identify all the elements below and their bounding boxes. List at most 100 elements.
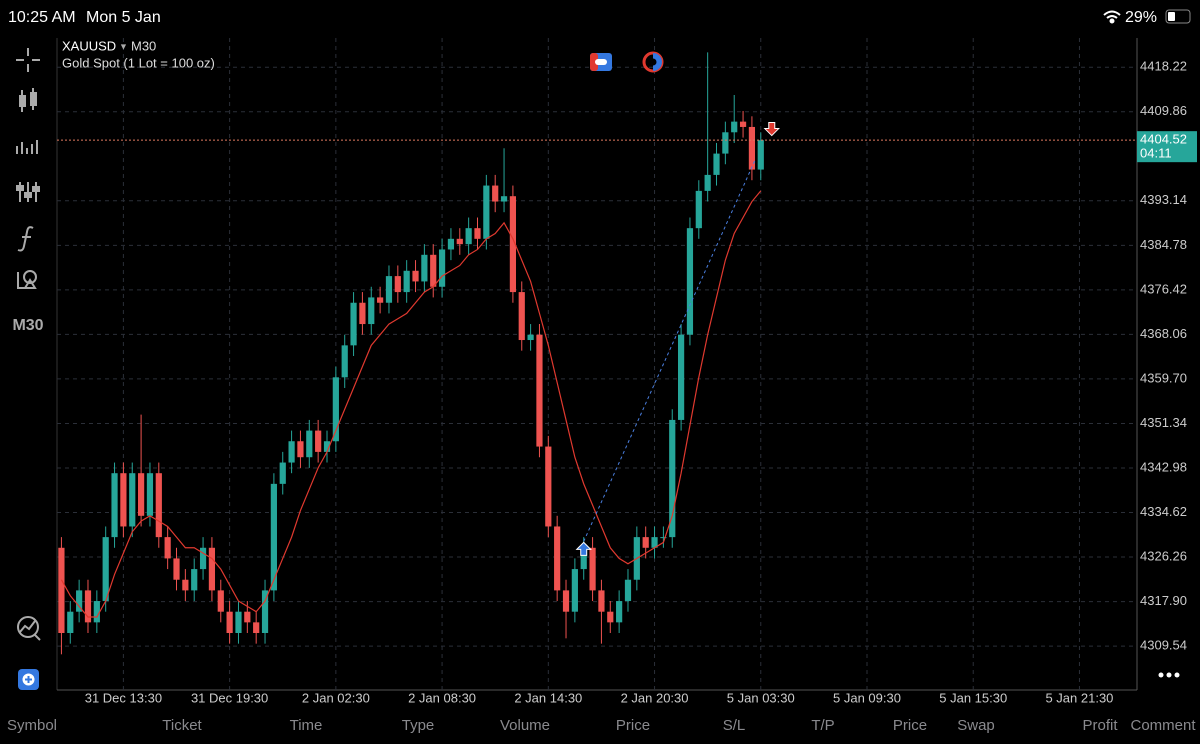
candle-body xyxy=(554,526,561,591)
candle-body xyxy=(713,153,720,175)
candle-body xyxy=(244,611,251,623)
candle-body xyxy=(182,579,189,591)
candle-body xyxy=(199,547,207,570)
candle-body xyxy=(686,228,694,335)
candle-body xyxy=(509,196,516,293)
indicators-tool[interactable] xyxy=(16,140,38,154)
x-tick-label: 5 Jan 21:30 xyxy=(1045,690,1113,705)
column-header: Time xyxy=(290,717,323,734)
column-header: S/L xyxy=(723,717,746,734)
candle-body xyxy=(84,590,92,623)
candle-body xyxy=(208,547,216,591)
column-header: Comment xyxy=(1130,717,1196,734)
candle-body xyxy=(217,590,224,612)
dropdown-arrow[interactable]: ▼ xyxy=(119,41,128,51)
candle-body xyxy=(270,483,277,591)
candle-body xyxy=(536,334,543,447)
candle-body xyxy=(146,473,154,516)
candle-body xyxy=(102,537,109,602)
bar-countdown: 04:11 xyxy=(1140,146,1172,161)
candle-body xyxy=(678,334,685,420)
candle-body xyxy=(76,590,83,612)
candle-body xyxy=(421,254,428,282)
candle-body xyxy=(438,249,446,287)
timeframe-button[interactable]: M30 xyxy=(12,317,43,334)
candle-body xyxy=(739,121,747,127)
current-price: 4404.52 xyxy=(1140,132,1187,147)
function-tool[interactable] xyxy=(17,226,34,252)
candle-body xyxy=(120,473,127,527)
candle-body xyxy=(483,185,490,239)
new-order-button[interactable] xyxy=(18,669,39,690)
x-tick-label: 2 Jan 20:30 xyxy=(621,690,689,705)
candle-body xyxy=(315,430,322,452)
x-tick-label: 5 Jan 03:30 xyxy=(727,690,795,705)
candle-body xyxy=(155,473,162,538)
candle-body xyxy=(111,473,118,538)
y-tick-label: 4317.90 xyxy=(1140,593,1187,608)
candle-body xyxy=(430,254,437,287)
candle-body xyxy=(731,121,738,133)
candle-body xyxy=(465,228,472,245)
table-header: Symbol Ticket Time Type Volume Price S/L T/P Pri… xyxy=(7,717,1196,734)
candle-body xyxy=(58,547,65,634)
candle-body xyxy=(235,611,242,634)
candle-body xyxy=(297,441,304,458)
candle-body xyxy=(173,558,180,580)
candle-body xyxy=(598,590,605,612)
candle-body xyxy=(306,430,313,458)
y-tick-label: 4342.98 xyxy=(1140,459,1187,474)
x-tick-label: 31 Dec 19:30 xyxy=(191,690,268,705)
candle-body xyxy=(571,569,578,612)
status-time: 10:25 AM xyxy=(8,9,76,26)
candle-body xyxy=(456,238,463,245)
candle-body xyxy=(589,547,596,591)
column-header: Symbol xyxy=(7,717,57,734)
x-tick-label: 31 Dec 13:30 xyxy=(85,690,162,705)
settings-tool[interactable] xyxy=(16,182,40,202)
trade-history-toggle[interactable] xyxy=(642,51,664,73)
column-header: Price xyxy=(893,717,927,734)
candle-body xyxy=(341,345,348,378)
more-button[interactable] xyxy=(1158,672,1180,678)
x-tick-label: 2 Jan 08:30 xyxy=(408,690,476,705)
y-tick-label: 4334.62 xyxy=(1140,504,1187,519)
x-tick-label: 5 Jan 09:30 xyxy=(833,690,901,705)
x-tick-label: 2 Jan 14:30 xyxy=(514,690,582,705)
y-tick-label: 4393.14 xyxy=(1140,192,1187,207)
status-date: Mon 5 Jan xyxy=(86,9,161,26)
y-tick-label: 4418.22 xyxy=(1140,59,1187,74)
y-tick-label: 4368.06 xyxy=(1140,326,1187,341)
battery-icon xyxy=(1165,9,1191,24)
subtitle: Gold Spot (1 Lot = 100 oz) xyxy=(62,55,215,70)
search-tool[interactable] xyxy=(17,616,41,641)
sidebar xyxy=(16,48,40,289)
candle-body xyxy=(500,196,508,202)
crosshair-tool[interactable] xyxy=(16,48,40,72)
candle-body xyxy=(368,297,375,325)
column-header: Price xyxy=(616,717,650,734)
y-tick-label: 4351.34 xyxy=(1140,415,1187,430)
objects-tool[interactable] xyxy=(17,270,37,289)
one-click-trading[interactable] xyxy=(590,53,612,71)
candle-body xyxy=(607,611,614,623)
candle-body xyxy=(394,276,401,293)
candle-body xyxy=(138,473,145,516)
candle-body xyxy=(67,611,74,634)
moving-average xyxy=(60,190,762,618)
candle-body xyxy=(377,297,384,303)
candle-body xyxy=(722,132,729,154)
candles-tool[interactable] xyxy=(19,88,37,112)
candle-body xyxy=(288,441,295,463)
candle-body xyxy=(385,276,393,303)
candle-body xyxy=(191,569,198,591)
symbol[interactable]: XAUUSD xyxy=(62,38,116,53)
candle-body xyxy=(164,537,171,559)
candle-body xyxy=(359,302,366,325)
y-tick-label: 4309.54 xyxy=(1140,638,1187,653)
column-header: Type xyxy=(402,717,435,734)
column-header: Ticket xyxy=(162,717,202,734)
candle-body xyxy=(226,611,233,634)
